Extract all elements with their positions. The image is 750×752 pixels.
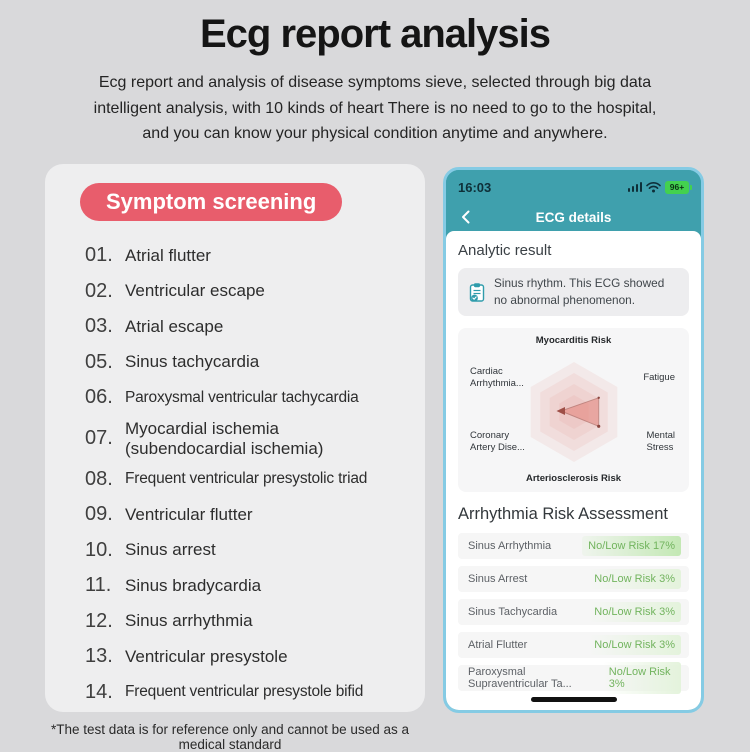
page-subtitle: Ecg report and analysis of disease sympt…: [0, 70, 750, 147]
symptom-screening-badge: Symptom screening: [80, 183, 343, 221]
item-number: 09.: [85, 503, 113, 526]
item-label: Myocardial ischemia (subendocardial isch…: [125, 418, 324, 458]
list-item: 11. Sinus bradycardia: [85, 568, 415, 604]
clipboard-check-icon: [469, 282, 485, 302]
item-number: 05.: [85, 350, 113, 373]
assessment-value: No/Low Risk 17%: [582, 536, 681, 556]
status-bar: 16:03 96+: [446, 170, 701, 204]
list-item: 12. Sinus arrhythmia: [85, 604, 415, 640]
wifi-icon: [646, 181, 661, 192]
radar-axis-label-myocarditis: Myocarditis Risk: [535, 335, 612, 346]
nav-title: ECG details: [535, 210, 612, 225]
symptom-screening-card: Symptom screening 01. Atrial flutter 02.…: [45, 164, 425, 712]
list-item: 02. Ventricular escape: [85, 274, 415, 310]
analytic-result-message: Sinus rhythm. This ECG showed no abnorma…: [494, 276, 665, 307]
radar-axis-label-fatigue: Fatigue: [643, 372, 675, 383]
subtitle-line: and you can know your physical condition…: [142, 125, 608, 143]
list-item: 07. Myocardial ischemia (subendocardial …: [85, 416, 415, 462]
item-number: 11.: [85, 574, 112, 597]
list-item: 13. Ventricular presystole: [85, 639, 415, 675]
table-row: Sinus Tachycardia No/Low Risk 3%: [458, 599, 689, 625]
item-number: 13.: [85, 645, 113, 668]
item-label: Paroxysmal ventricular tachycardia: [125, 388, 359, 406]
item-label: Sinus bradycardia: [125, 575, 262, 595]
list-item: 03. Atrial escape: [85, 309, 415, 345]
cellular-signal-icon: [627, 182, 642, 192]
item-number: 10.: [85, 538, 113, 561]
risk-radar-chart: Myocarditis Risk Fatigue Mental Stress A…: [458, 328, 689, 492]
item-label: Atrial flutter: [125, 245, 211, 265]
assessment-label: Paroxysmal Supraventricular Ta...: [468, 666, 572, 690]
radar-axis-label-mental-stress: Mental Stress: [646, 430, 675, 453]
assessment-label: Sinus Arrhythmia: [468, 540, 552, 552]
nav-bar: ECG details: [446, 204, 701, 231]
assessment-value: No/Low Risk 3%: [588, 569, 681, 589]
item-number: 08.: [85, 467, 113, 490]
item-number: 06.: [85, 386, 113, 409]
item-number: 07.: [85, 427, 113, 449]
assessment-label: Atrial Flutter: [468, 639, 528, 651]
analytic-result-heading: Analytic result: [458, 242, 552, 259]
battery-icon: 96+: [665, 180, 692, 194]
assessment-value: No/Low Risk 3%: [588, 635, 681, 655]
phone-mockup: 16:03 96+ ECG details Analytic result: [443, 167, 704, 713]
list-item: 06. Paroxysmal ventricular tachycardia: [85, 380, 415, 416]
symptom-screening-badge-label: Symptom screening: [106, 189, 317, 214]
table-row: Paroxysmal Supraventricular Ta... No/Low…: [458, 662, 689, 694]
item-label: Ventricular escape: [125, 281, 265, 301]
table-row: Atrial Flutter No/Low Risk 3%: [458, 632, 689, 658]
status-icons: 96+: [627, 180, 692, 194]
item-number: 02.: [85, 279, 113, 302]
item-label: Atrial escape: [125, 316, 224, 336]
assessment-rows: Sinus Arrhythmia No/Low Risk 17% Sinus A…: [458, 533, 689, 694]
disclaimer-text: *The test data is for reference only and…: [51, 722, 409, 752]
phone-content: Analytic result Sinus rhythm. This ECG s…: [446, 231, 701, 710]
subtitle-line: intelligent analysis, with 10 kinds of h…: [93, 99, 657, 117]
assessment-heading: Arrhythmia Risk Assessment: [458, 505, 668, 523]
analytic-result-box: Sinus rhythm. This ECG showed no abnorma…: [458, 268, 689, 316]
list-item: 08. Frequent ventricular presystolic tri…: [85, 462, 415, 498]
item-number: 12.: [85, 609, 113, 632]
item-label: Sinus tachycardia: [125, 352, 260, 372]
page-title: Ecg report analysis: [199, 12, 551, 56]
radar-axis-label-arteriosclerosis: Arteriosclerosis Risk: [525, 473, 622, 485]
list-item: 09. Ventricular flutter: [85, 497, 415, 533]
radar-axis-label-coronary: Coronary Artery Dise...: [470, 430, 525, 453]
list-item: 01. Atrial flutter: [85, 238, 415, 274]
item-label: Sinus arrest: [125, 540, 216, 560]
item-number: 14.: [85, 680, 113, 703]
table-row: Sinus Arrest No/Low Risk 3%: [458, 566, 689, 592]
item-label: Sinus arrhythmia: [125, 611, 253, 631]
symptom-list: 01. Atrial flutter 02. Ventricular escap…: [45, 238, 425, 710]
assessment-label: Sinus Tachycardia: [468, 606, 558, 618]
radar-axis-label-cardiac-arrhythmia: Cardiac Arrhythmia...: [470, 366, 524, 389]
home-indicator[interactable]: [530, 697, 617, 702]
back-button[interactable]: [456, 208, 474, 226]
item-label: Frequent ventricular presystolic triad: [125, 470, 368, 488]
item-label: Frequent ventricular presystole bifid: [125, 683, 364, 701]
assessment-value: No/Low Risk 3%: [588, 602, 681, 622]
list-item: 05. Sinus tachycardia: [85, 345, 415, 381]
list-item: 14. Frequent ventricular presystole bifi…: [85, 675, 415, 711]
table-row: Sinus Arrhythmia No/Low Risk 17%: [458, 533, 689, 559]
list-item: 10. Sinus arrest: [85, 533, 415, 569]
status-time: 16:03: [458, 179, 492, 195]
battery-percent: 96+: [669, 182, 685, 192]
chevron-left-icon: [461, 210, 469, 224]
assessment-value: No/Low Risk 3%: [602, 662, 681, 694]
item-label: Ventricular presystole: [125, 646, 288, 666]
assessment-label: Sinus Arrest: [468, 573, 528, 585]
radar-plot: [530, 362, 618, 462]
item-number: 01.: [85, 244, 113, 267]
item-label: Ventricular flutter: [125, 504, 253, 524]
item-number: 03.: [85, 315, 113, 338]
subtitle-line: Ecg report and analysis of disease sympt…: [98, 74, 652, 91]
